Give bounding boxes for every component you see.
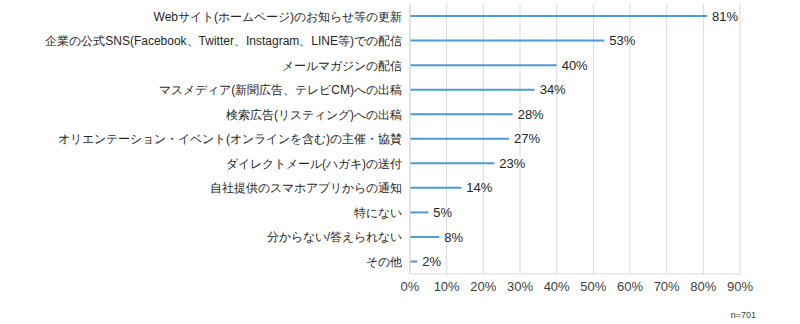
svg-text:60%: 60% — [617, 279, 643, 294]
svg-text:90%: 90% — [727, 279, 753, 294]
svg-text:8%: 8% — [444, 230, 463, 245]
svg-text:自社提供のスマホアプリからの通知: 自社提供のスマホアプリからの通知 — [210, 181, 402, 195]
svg-text:20%: 20% — [470, 279, 496, 294]
svg-text:14%: 14% — [466, 180, 492, 195]
svg-text:検索広告(リスティング)への出稿: 検索広告(リスティング)への出稿 — [226, 108, 402, 122]
svg-text:企業の公式SNS(Facebook、Twitter、Inst: 企業の公式SNS(Facebook、Twitter、Instagram、LINE… — [45, 34, 402, 48]
svg-text:27%: 27% — [514, 131, 540, 146]
svg-text:10%: 10% — [434, 279, 460, 294]
svg-text:ダイレクトメール(ハガキ)の送付: ダイレクトメール(ハガキ)の送付 — [226, 157, 402, 171]
svg-text:23%: 23% — [499, 156, 525, 171]
svg-text:2%: 2% — [422, 254, 441, 269]
svg-text:マスメディア(新聞広告、テレビCM)への出稿: マスメディア(新聞広告、テレビCM)への出稿 — [159, 83, 402, 97]
svg-text:メールマガジンの配信: メールマガジンの配信 — [282, 59, 402, 73]
svg-text:70%: 70% — [654, 279, 680, 294]
svg-text:53%: 53% — [609, 33, 635, 48]
svg-text:その他: その他 — [366, 255, 402, 269]
svg-text:40%: 40% — [544, 279, 570, 294]
svg-text:オリエンテーション・イベント(オンラインを含む)の主催・協賛: オリエンテーション・イベント(オンラインを含む)の主催・協賛 — [58, 132, 402, 146]
svg-text:28%: 28% — [518, 107, 544, 122]
svg-text:34%: 34% — [540, 82, 566, 97]
svg-text:30%: 30% — [507, 279, 533, 294]
svg-text:40%: 40% — [562, 58, 588, 73]
svg-text:Webサイト(ホームページ)のお知らせ等の更新: Webサイト(ホームページ)のお知らせ等の更新 — [154, 10, 402, 24]
svg-text:50%: 50% — [580, 279, 606, 294]
svg-text:0%: 0% — [401, 279, 420, 294]
html-text:n=701: n=701 — [730, 310, 756, 320]
svg-text:特にない: 特にない — [354, 206, 402, 220]
svg-text:81%: 81% — [712, 9, 738, 24]
svg-text:5%: 5% — [433, 205, 452, 220]
svg-text:分からない/答えられない: 分からない/答えられない — [267, 230, 402, 244]
svg-text:80%: 80% — [690, 279, 716, 294]
